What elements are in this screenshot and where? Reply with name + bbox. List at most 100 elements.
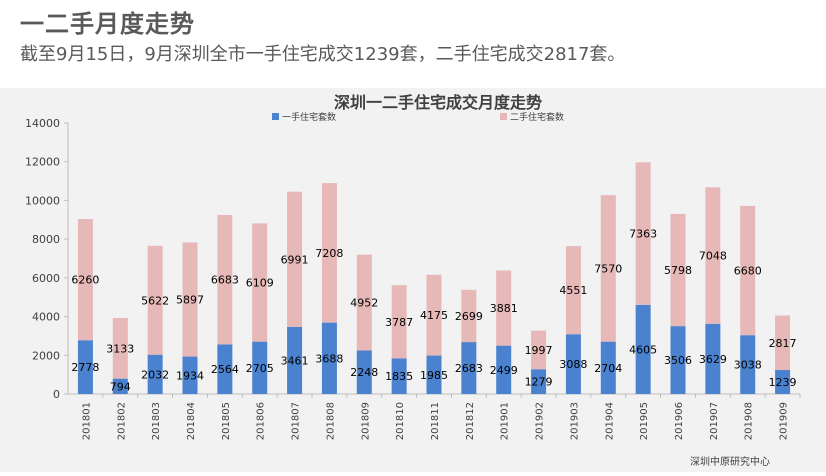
bar-second-hand [112, 317, 128, 379]
data-label-first-hand: 2499 [490, 364, 518, 377]
data-label-second-hand: 5897 [176, 293, 204, 306]
x-tick-label: 201802 [116, 402, 127, 440]
bar-second-hand [391, 285, 407, 359]
y-tick-label: 0 [53, 388, 60, 401]
bar-first-hand [461, 342, 477, 394]
data-label-second-hand: 6683 [211, 274, 239, 287]
bar-second-hand [496, 270, 512, 346]
y-tick-label: 12000 [25, 156, 60, 169]
data-label-second-hand: 7208 [315, 247, 343, 260]
legend-swatch-second [500, 113, 507, 120]
legend-label-first: 一手住宅套数 [282, 111, 336, 123]
x-tick-label: 201904 [604, 402, 615, 440]
data-label-first-hand: 3461 [281, 355, 309, 368]
bar-first-hand [147, 354, 163, 394]
bar-second-hand [705, 187, 721, 324]
bar-second-hand [600, 195, 616, 342]
x-tick-label: 201808 [325, 402, 336, 440]
bar-second-hand [565, 246, 581, 335]
y-tick-label: 14000 [25, 117, 60, 130]
x-tick-label: 201903 [569, 402, 580, 440]
bar-first-hand [287, 327, 303, 394]
data-label-second-hand: 3881 [490, 302, 518, 315]
data-label-second-hand: 7570 [594, 262, 622, 275]
bar-second-hand [740, 205, 756, 336]
bar-first-hand [321, 322, 337, 394]
data-label-first-hand: 1239 [769, 376, 797, 389]
bar-first-hand [217, 344, 233, 394]
page-title: 一二手月度走势 [20, 10, 195, 38]
bar-second-hand [217, 215, 233, 345]
data-label-second-hand: 6991 [281, 253, 309, 266]
x-tick-label: 201812 [465, 402, 476, 440]
x-tick-label: 201803 [151, 402, 162, 440]
x-tick-label: 201907 [709, 402, 720, 440]
x-tick-label: 201811 [430, 402, 441, 440]
bar-first-hand [565, 334, 581, 394]
data-label-first-hand: 3629 [699, 353, 727, 366]
data-label-first-hand: 2564 [211, 363, 239, 376]
bar-second-hand [635, 162, 651, 305]
legend-label-second: 二手住宅套数 [510, 111, 564, 123]
data-label-second-hand: 3787 [385, 316, 413, 329]
bar-first-hand [775, 370, 791, 394]
x-axis: 201801 201802 201803 201804 201805 201806 2018… [81, 394, 801, 440]
bar-second-hand [426, 274, 442, 356]
data-label-first-hand: 3038 [734, 359, 762, 372]
x-tick-label: 201804 [186, 402, 197, 440]
data-label-first-hand: 1934 [176, 369, 204, 382]
stacked-bar-chart: 深圳一二手住宅成交月度走势 一手住宅套数 二手住宅套数 0 2000 4000 600… [25, 93, 801, 468]
data-label-first-hand: 2248 [350, 366, 378, 379]
bar-first-hand [391, 358, 407, 394]
bar-first-hand [496, 345, 512, 394]
source-note: 深圳中原研究中心 [690, 455, 770, 468]
data-label-first-hand: 4605 [629, 343, 657, 356]
legend: 一手住宅套数 二手住宅套数 [272, 111, 564, 123]
x-tick-label: 201905 [639, 402, 650, 440]
x-tick-label: 201807 [291, 402, 302, 440]
chart-title: 深圳一二手住宅成交月度走势 [334, 93, 542, 112]
y-tick-label: 10000 [25, 194, 60, 207]
bar-first-hand [670, 326, 686, 394]
bar-first-hand [600, 341, 616, 394]
bar-first-hand [182, 356, 198, 394]
data-label-first-hand: 3088 [559, 358, 587, 371]
data-label-first-hand: 1985 [420, 369, 448, 382]
data-label-second-hand: 2817 [769, 337, 797, 350]
data-label-first-hand: 1835 [385, 370, 413, 383]
data-label-second-hand: 7048 [699, 250, 727, 263]
legend-swatch-first [272, 113, 279, 120]
bar-second-hand [77, 219, 93, 341]
data-label-second-hand: 2699 [455, 310, 483, 323]
data-label-second-hand: 4175 [420, 309, 448, 322]
data-label-second-hand: 7363 [629, 228, 657, 241]
x-tick-label: 201909 [779, 402, 790, 440]
data-label-second-hand: 5622 [141, 294, 169, 307]
data-label-second-hand: 4952 [350, 297, 378, 310]
x-tick-label: 201906 [674, 402, 685, 440]
y-tick-label: 8000 [32, 233, 60, 246]
x-tick-label: 201805 [221, 402, 232, 440]
x-tick-label: 201806 [256, 402, 267, 440]
data-label-first-hand: 2683 [455, 362, 483, 375]
bar-second-hand [252, 223, 268, 342]
data-label-first-hand: 2705 [246, 362, 274, 375]
bar-first-hand [531, 369, 547, 394]
x-tick-label: 201810 [395, 402, 406, 440]
data-label-second-hand: 3133 [106, 342, 134, 355]
data-label-second-hand: 5798 [664, 264, 692, 277]
bars: 2778 6260 794 3133 2032 5622 1934 5897 2564 6683 2… [71, 162, 797, 394]
data-label-first-hand: 2704 [594, 362, 622, 375]
x-tick-label: 201908 [744, 402, 755, 440]
chart-area: 深圳一二手住宅成交月度走势 一手住宅套数 二手住宅套数 0 2000 4000 600… [0, 88, 826, 472]
bar-first-hand [77, 340, 93, 394]
data-label-first-hand: 1279 [525, 376, 553, 389]
x-tick-label: 201801 [81, 402, 92, 440]
bar-second-hand [775, 315, 791, 371]
data-label-second-hand: 1997 [525, 344, 553, 357]
data-label-second-hand: 6260 [71, 274, 99, 287]
bar-second-hand [670, 213, 686, 327]
bar-first-hand [740, 335, 756, 394]
bar-first-hand [252, 341, 268, 394]
data-label-second-hand: 6109 [246, 277, 274, 290]
